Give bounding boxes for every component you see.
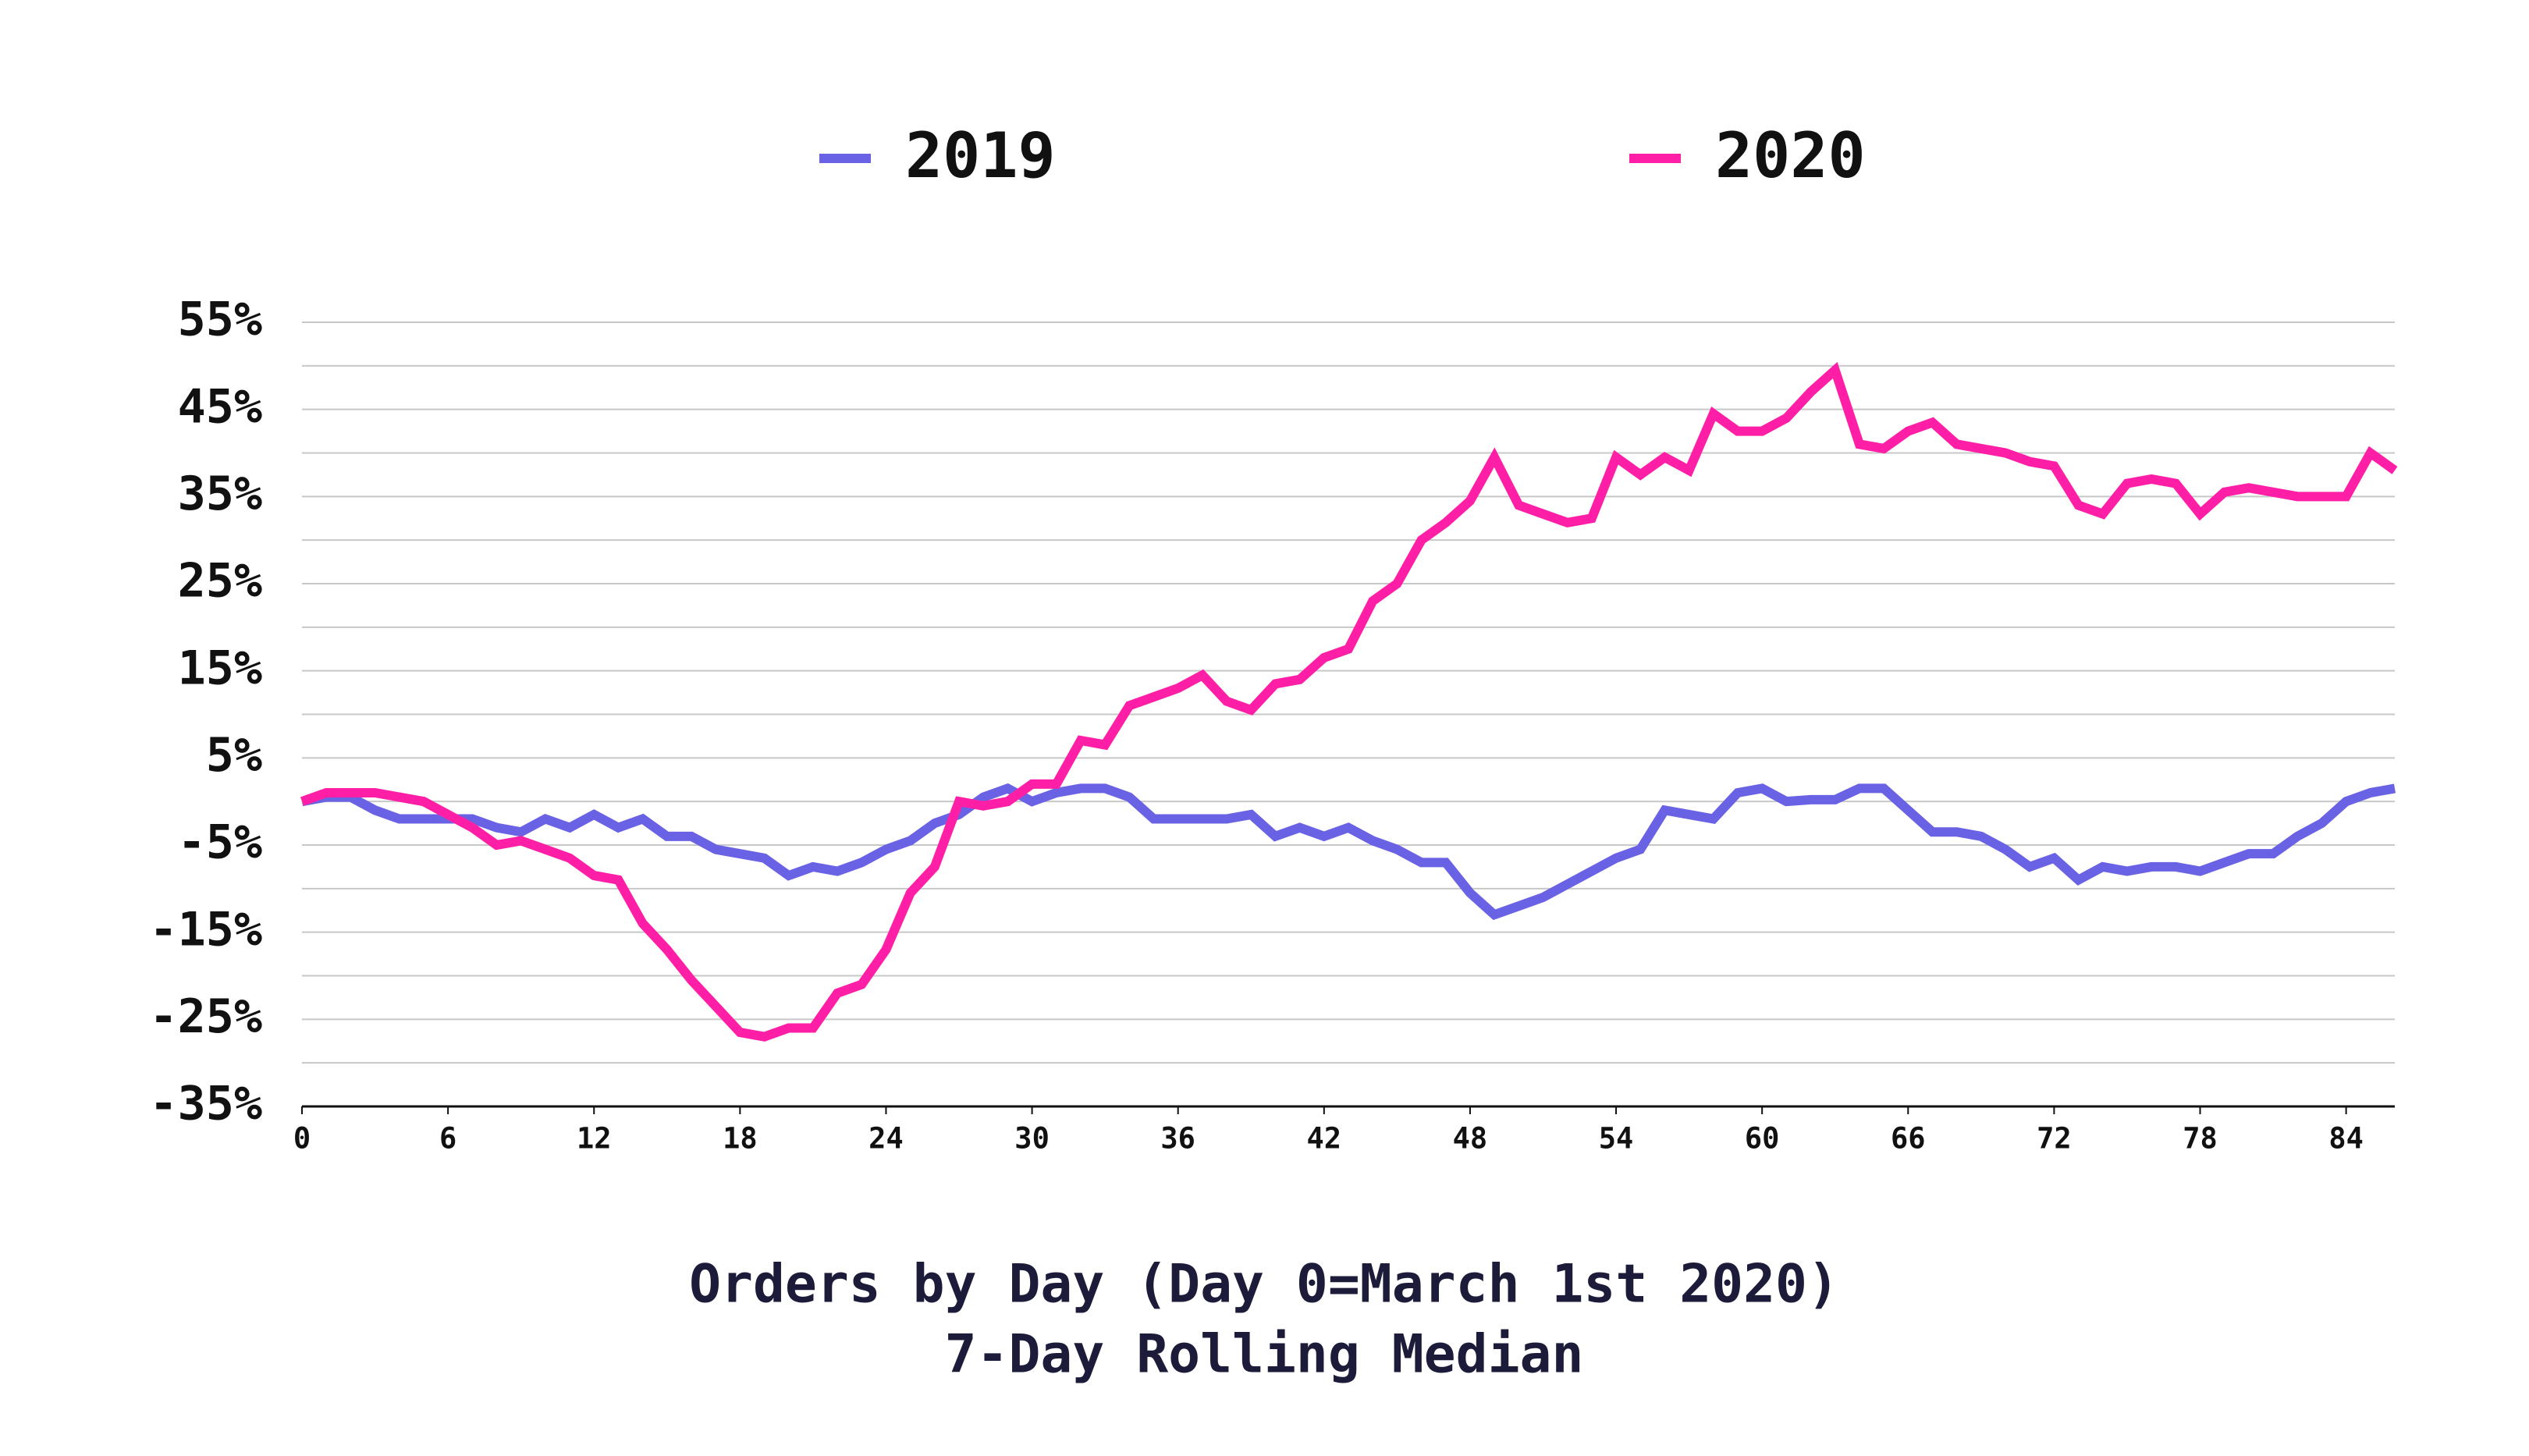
legend-label: 2019 (905, 119, 1056, 192)
y-tick-label: 5% (206, 728, 262, 783)
x-tick-label: 30 (1014, 1122, 1050, 1156)
x-tick-label: 54 (1599, 1122, 1634, 1156)
x-tick-label: 12 (577, 1122, 612, 1156)
y-tick-label: -35% (150, 1077, 263, 1131)
y-tick-label: 25% (178, 554, 262, 609)
x-tick-label: 78 (2183, 1122, 2218, 1156)
x-tick-label: 18 (723, 1122, 758, 1156)
x-tick-label: 42 (1307, 1122, 1342, 1156)
y-tick-label: -15% (150, 902, 263, 957)
y-tick-label: 45% (178, 379, 262, 434)
y-tick-label: -25% (150, 989, 263, 1044)
y-tick-label: 35% (178, 467, 262, 521)
x-tick-label: 66 (1891, 1122, 1926, 1156)
chart-subtitle: 7-Day Rolling Median (945, 1324, 1584, 1386)
y-tick-label: 15% (178, 641, 262, 695)
series-line (300, 361, 2398, 1042)
chart-title: Orders by Day (Day 0=March 1st 2020) (689, 1254, 1839, 1316)
series-line (300, 783, 2396, 921)
legend-label: 2020 (1715, 119, 1866, 192)
x-tick-label: 48 (1453, 1122, 1488, 1156)
x-tick-label: 84 (2328, 1122, 2364, 1156)
x-tick-label: 0 (293, 1122, 311, 1156)
x-tick-label: 60 (1745, 1122, 1780, 1156)
x-tick-label: 24 (868, 1122, 904, 1156)
y-tick-label: -5% (178, 815, 262, 870)
x-tick-label: 36 (1160, 1122, 1195, 1156)
y-tick-label: 55% (178, 293, 262, 347)
x-tick-label: 6 (439, 1122, 456, 1156)
x-tick-label: 72 (2037, 1122, 2072, 1156)
